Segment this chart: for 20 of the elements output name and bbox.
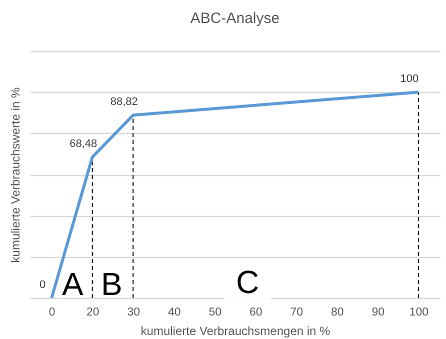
chart-title: ABC-Analyse bbox=[190, 10, 280, 27]
x-tick-label: 100 bbox=[409, 306, 428, 318]
x-tick-label: 50 bbox=[208, 306, 222, 318]
annotation: A bbox=[62, 266, 84, 302]
x-tick-label: 70 bbox=[290, 306, 304, 318]
data-label: 88,82 bbox=[110, 96, 138, 108]
x-tick-label: 60 bbox=[249, 306, 262, 318]
annotation: B bbox=[101, 266, 122, 302]
x-axis-title: kumulierte Verbrauchsmengen in % bbox=[140, 324, 331, 338]
x-tick-label: 20 bbox=[86, 306, 100, 318]
x-tick-label: 0 bbox=[48, 306, 56, 318]
data-label: 100 bbox=[400, 73, 419, 86]
x-tick-label: 80 bbox=[330, 306, 344, 318]
annotation: C bbox=[224, 264, 272, 300]
data-label: 68,48 bbox=[70, 138, 98, 150]
y-axis-title: kumulierte Verbrauchswerte in % bbox=[8, 86, 22, 263]
x-tick-label: 90 bbox=[372, 306, 385, 318]
x-tick-label: 40 bbox=[168, 306, 181, 318]
x-tick-label: 30 bbox=[127, 306, 140, 318]
data-label: 0 bbox=[40, 279, 46, 291]
